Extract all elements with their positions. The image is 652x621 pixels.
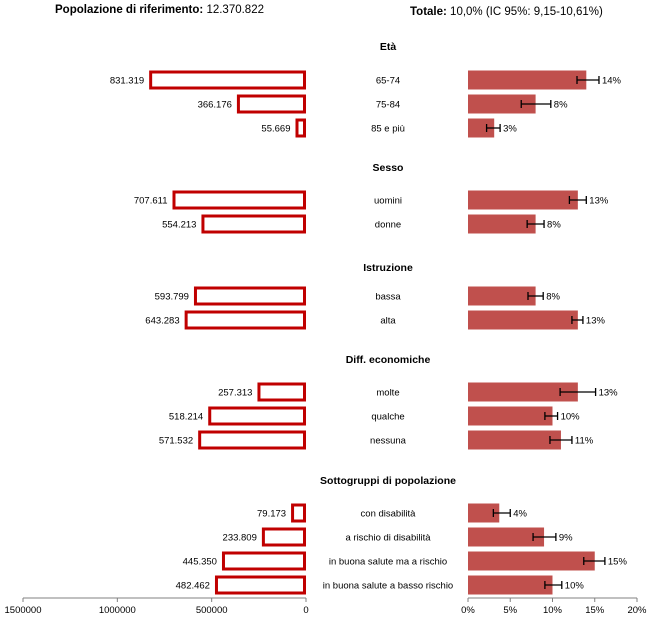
prevalence-value-label: 13% [586, 316, 606, 327]
category-label: a rischio di disabilità [345, 533, 431, 544]
population-bar [208, 406, 306, 426]
prevalence-value-label: 10% [565, 581, 585, 592]
prevalence-value-label: 11% [575, 436, 594, 447]
population-bar [201, 214, 306, 234]
population-value-label: 593.799 [155, 292, 189, 303]
category-label: bassa [375, 292, 401, 303]
population-bar [184, 310, 306, 330]
section-title: Sottogruppi di popolazione [320, 475, 456, 487]
category-label: alta [380, 316, 396, 327]
prevalence-bar [468, 503, 500, 523]
prevalence-x-tick-label: 0% [461, 605, 475, 616]
prevalence-bar [468, 118, 495, 138]
category-label: con disabilità [361, 509, 417, 520]
population-bar [193, 286, 306, 306]
population-bar [214, 575, 307, 595]
prevalence-bar [468, 214, 536, 234]
population-value-label: 445.350 [183, 557, 217, 568]
prevalence-bar [468, 70, 587, 90]
category-label: donne [375, 220, 401, 231]
category-label: in buona salute a basso rischio [323, 581, 453, 592]
category-label: in buona salute ma a rischio [329, 557, 447, 568]
prevalence-bar [468, 575, 553, 595]
category-label: molte [376, 388, 399, 399]
population-value-label: 366.176 [198, 100, 232, 111]
prevalence-value-label: 9% [559, 533, 573, 544]
category-label: 75-84 [376, 100, 400, 111]
population-value-label: 643.283 [145, 316, 179, 327]
prevalence-x-tick-label: 10% [543, 605, 563, 616]
section-title: Diff. economiche [346, 354, 431, 366]
population-value-label: 707.611 [134, 196, 168, 207]
section-title: Istruzione [363, 262, 413, 274]
population-bar [221, 551, 306, 571]
population-bar [295, 118, 306, 138]
prevalence-bar [468, 190, 578, 210]
prevalence-bar [468, 94, 536, 114]
population-bar [198, 430, 306, 450]
population-bar [149, 70, 306, 90]
population-bar [257, 382, 306, 402]
population-value-label: 55.669 [261, 124, 290, 135]
population-x-tick-label: 1500000 [5, 605, 42, 616]
population-value-label: 554.213 [162, 220, 196, 231]
prevalence-value-label: 8% [554, 100, 568, 111]
prevalence-value-label: 4% [513, 509, 527, 520]
population-x-tick-label: 0 [303, 605, 308, 616]
population-value-label: 79.173 [257, 509, 286, 520]
prevalence-value-label: 15% [608, 557, 628, 568]
prevalence-bar [468, 430, 561, 450]
population-bar [172, 190, 306, 210]
prevalence-bar [468, 527, 545, 547]
population-x-tick-label: 500000 [196, 605, 228, 616]
prevalence-value-label: 14% [602, 76, 622, 87]
prevalence-value-label: 13% [589, 196, 609, 207]
prevalence-value-label: 10% [561, 412, 581, 423]
population-bar [261, 527, 306, 547]
population-value-label: 571.532 [159, 436, 193, 447]
prevalence-x-tick-label: 15% [585, 605, 605, 616]
prevalence-value-label: 8% [546, 292, 560, 303]
reference-population-value: 12.370.822 [206, 4, 264, 16]
prevalence-bar [468, 382, 578, 402]
category-label: 65-74 [376, 76, 400, 87]
prevalence-value-label: 13% [599, 388, 619, 399]
population-bar [291, 503, 306, 523]
total-label: Totale: [410, 6, 447, 18]
prevalence-value-label: 8% [547, 220, 561, 231]
header-left: Popolazione di riferimento: 12.370.822 [55, 4, 264, 16]
category-label: qualche [371, 412, 404, 423]
reference-population-label: Popolazione di riferimento: [55, 4, 204, 16]
population-value-label: 233.809 [223, 533, 257, 544]
prevalence-bar [468, 406, 553, 426]
population-bar [236, 94, 306, 114]
prevalence-bar [468, 551, 595, 571]
population-x-tick-label: 1000000 [99, 605, 136, 616]
total-value: 10,0% (IC 95%: 9,15-10,61%) [450, 6, 603, 18]
prevalence-x-tick-label: 5% [503, 605, 517, 616]
population-value-label: 831.319 [110, 76, 144, 87]
header-right: Totale: 10,0% (IC 95%: 9,15-10,61%) [410, 6, 603, 18]
population-value-label: 257.313 [218, 388, 252, 399]
category-label: uomini [374, 196, 402, 207]
population-value-label: 482.462 [176, 581, 210, 592]
population-value-label: 518.214 [169, 412, 203, 423]
category-label: 85 e più [371, 124, 405, 135]
prevalence-x-tick-label: 20% [627, 605, 647, 616]
section-title: Età [380, 41, 397, 53]
section-title: Sesso [373, 162, 404, 174]
prevalence-bar [468, 310, 578, 330]
prevalence-bar [468, 286, 536, 306]
category-label: nessuna [370, 436, 407, 447]
prevalence-value-label: 3% [503, 124, 517, 135]
